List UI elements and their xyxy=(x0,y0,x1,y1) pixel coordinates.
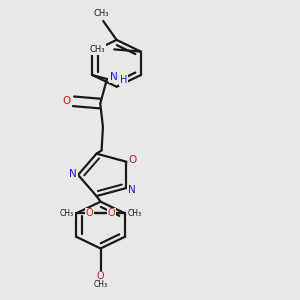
Text: N: N xyxy=(128,185,136,195)
Text: H: H xyxy=(120,75,127,85)
Text: CH₃: CH₃ xyxy=(89,45,105,54)
Text: O: O xyxy=(129,155,137,165)
Text: CH₃: CH₃ xyxy=(94,280,108,289)
Text: O: O xyxy=(86,208,93,218)
Text: CH₃: CH₃ xyxy=(127,209,141,218)
Text: CH₃: CH₃ xyxy=(60,209,74,218)
Text: N: N xyxy=(110,72,118,82)
Text: O: O xyxy=(97,271,104,281)
Text: O: O xyxy=(63,96,71,106)
Text: N: N xyxy=(69,169,77,179)
Text: CH₃: CH₃ xyxy=(94,9,110,18)
Text: O: O xyxy=(108,208,116,218)
